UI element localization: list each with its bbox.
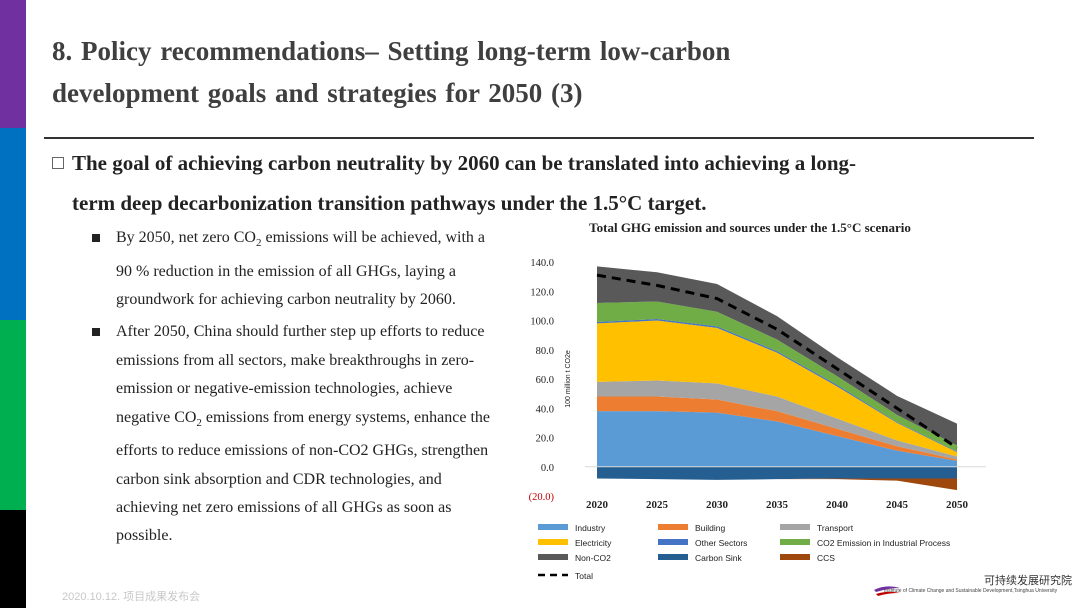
headline-line2: term deep decarbonization transition pat… <box>72 191 707 215</box>
slide-title-line1: 8. Policy recommendations– Setting long-… <box>52 36 731 66</box>
y-tick-label: (20.0) <box>529 492 555 503</box>
title-divider <box>44 137 1034 139</box>
legend-label-non-co2: Non-CO2 <box>575 553 611 563</box>
footer-date: 2020.10.12. 项目成果发布会 <box>62 591 201 603</box>
area-series-building <box>597 396 957 461</box>
area-series-electricity <box>597 320 957 457</box>
legend-label-other-sectors: Other Sectors <box>695 538 747 548</box>
bullet1-text-a: By 2050, net zero CO <box>116 229 256 246</box>
x-tick-label: 2030 <box>706 499 729 511</box>
legend-swatch-carbon-sink <box>658 554 688 560</box>
legend-label-building: Building <box>695 523 726 533</box>
area-series-carbon-sink <box>597 466 957 480</box>
y-tick-label: 100.0 <box>530 317 554 328</box>
y-tick-label: 60.0 <box>536 375 554 386</box>
bullet2-subscript: 2 <box>196 416 202 429</box>
legend-swatch-ccs <box>780 554 810 560</box>
institute-logo-mark-icon <box>874 586 900 596</box>
bullet1-subscript: 2 <box>255 237 262 250</box>
legend-label-carbon-sink: Carbon Sink <box>695 553 743 563</box>
bullet2-text-b: emissions from energy systems, enhance t… <box>116 408 491 545</box>
legend-swatch-transport <box>780 524 810 530</box>
bullet-item-after-2050: After 2050, China should further step up… <box>92 318 502 550</box>
hollow-square-bullet-icon <box>52 157 64 169</box>
x-tick-label: 2050 <box>946 499 969 511</box>
legend-swatch-other-sectors <box>658 539 688 545</box>
legend-swatch-electricity <box>538 539 568 545</box>
y-tick-label: 0.0 <box>541 463 554 474</box>
x-tick-label: 2025 <box>646 499 669 511</box>
legend-label-transport: Transport <box>817 523 854 533</box>
y-tick-label: 80.0 <box>536 346 554 357</box>
x-tick-label: 2045 <box>886 499 909 511</box>
bullet1-text-b: emissions will be achieved, with a 90 % … <box>116 229 485 308</box>
y-axis-label: 100 million t CO2e <box>565 350 572 408</box>
area-series-industry <box>597 411 957 467</box>
chart-title: Total GHG emission and sources under the… <box>589 220 911 235</box>
institute-logo-en: Institute of Climate Change and Sustaina… <box>884 588 1058 594</box>
square-bullet-icon <box>92 234 100 242</box>
legend-label-co2-emission-in-industrial-process: CO2 Emission in Industrial Process <box>817 538 950 548</box>
x-tick-label: 2035 <box>766 499 789 511</box>
sidebar-band-purple <box>0 0 26 128</box>
institute-logo-cn: 可持续发展研究院 <box>984 574 1072 587</box>
y-tick-label: 20.0 <box>536 434 554 445</box>
sidebar-band-black <box>0 510 26 608</box>
sidebar-band-blue <box>0 128 26 320</box>
legend-label-ccs: CCS <box>817 553 835 563</box>
legend-label-total: Total <box>575 571 593 581</box>
area-series-non-co2 <box>597 266 957 446</box>
area-series-ccs <box>597 478 957 491</box>
sidebar-color-bar <box>0 0 26 608</box>
legend-label-industry: Industry <box>575 523 606 533</box>
ghg-emission-chart: Total GHG emission and sources under the… <box>529 220 986 581</box>
bullet-list: By 2050, net zero CO2 emissions will be … <box>92 224 502 551</box>
square-bullet-icon <box>92 328 100 337</box>
y-tick-label: 140.0 <box>530 258 554 269</box>
area-series-co2-emission-in-industrial-process <box>597 301 957 452</box>
y-tick-label: 40.0 <box>536 404 554 415</box>
slide-title-line2: development goals and strategies for 205… <box>52 78 583 108</box>
y-tick-label: 120.0 <box>530 287 554 298</box>
sidebar-band-green <box>0 320 26 510</box>
x-tick-label: 2040 <box>826 499 849 511</box>
legend-swatch-industry <box>538 524 568 530</box>
legend-label-electricity: Electricity <box>575 538 612 548</box>
legend-swatch-building <box>658 524 688 530</box>
x-tick-label: 2020 <box>586 499 609 511</box>
bullet2-text-a: After 2050, China should further step up… <box>116 323 485 426</box>
legend-swatch-co2-emission-in-industrial-process <box>780 539 810 545</box>
institute-logo: 可持续发展研究院 Institute of Climate Change and… <box>872 570 1072 604</box>
headline-line1: The goal of achieving carbon neutrality … <box>72 151 857 175</box>
headline: The goal of achieving carbon neutrality … <box>52 143 1012 223</box>
bullet-item-net-zero-2050: By 2050, net zero CO2 emissions will be … <box>92 224 502 314</box>
total-line <box>596 273 958 449</box>
slide-title: 8. Policy recommendations– Setting long-… <box>52 30 952 114</box>
legend-swatch-non-co2 <box>538 554 568 560</box>
